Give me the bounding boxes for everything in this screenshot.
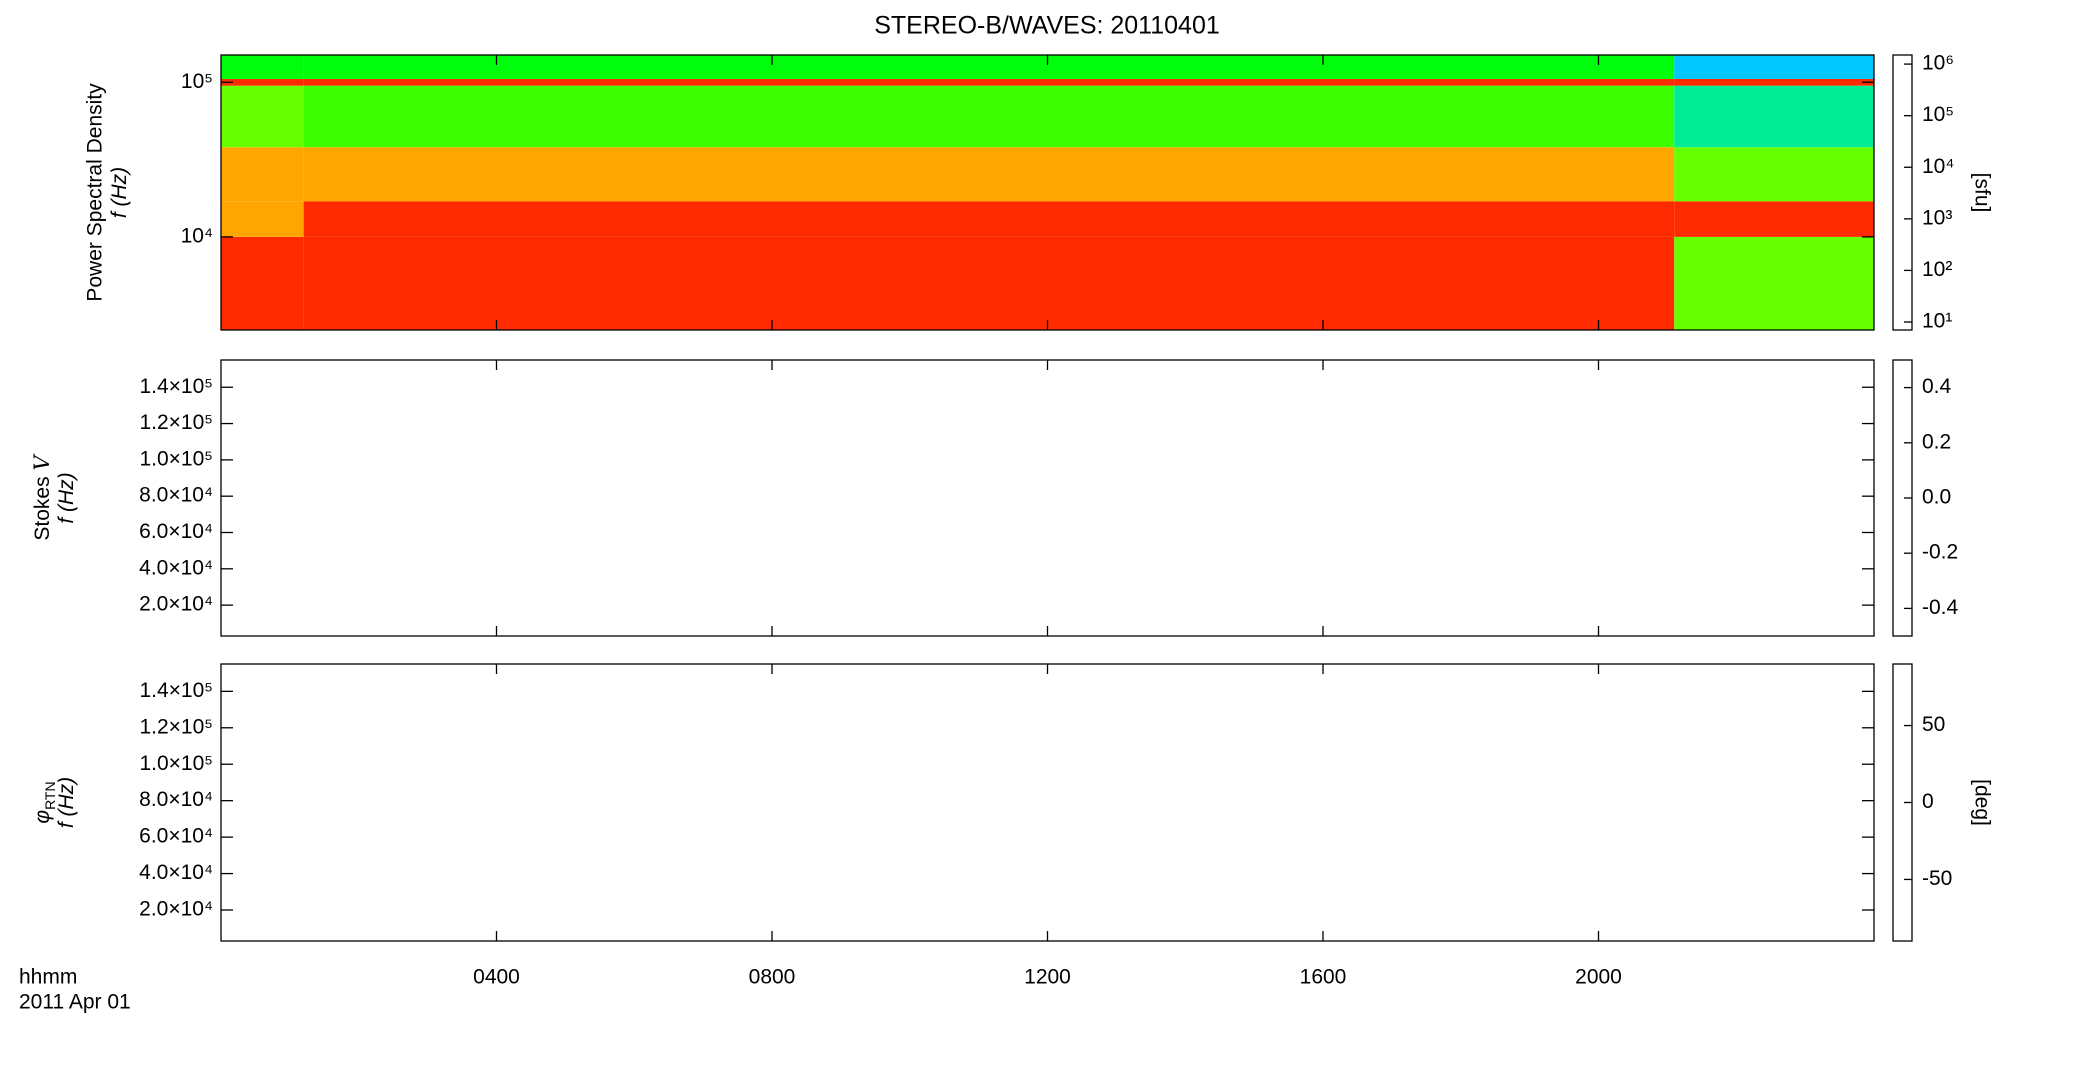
y-tick-label: 4.0×10⁴ (139, 861, 213, 884)
heatmap-cell (221, 85, 304, 148)
heatmap-cell (303, 201, 1675, 237)
heatmap-cell (221, 201, 304, 237)
heatmap-cell (303, 85, 1675, 148)
heatmap-cell (1674, 147, 1874, 202)
y-tick-label: 1.2×10⁵ (139, 411, 213, 434)
y-tick-label: 8.0×10⁴ (139, 788, 213, 811)
colorbar-tick-label: 10⁶ (1922, 52, 1954, 75)
y-tick-label: 6.0×10⁴ (139, 520, 213, 543)
y-axis-label: f (Hz) (55, 472, 78, 523)
colorbar-tick-label: -50 (1922, 867, 1952, 890)
y-axis-label-part: f (Hz) (108, 167, 131, 218)
colorbar-tick-label: 0.4 (1922, 375, 1952, 398)
heatmap-cell (303, 236, 1675, 330)
x-tick-label: 1200 (1024, 966, 1071, 989)
heatmap-cell (303, 78, 1675, 86)
plot-frame (220, 663, 1875, 942)
y-axis-label-text: Stokes (31, 471, 54, 541)
heatmap-cell (1674, 201, 1874, 237)
y-axis-label: f (Hz) (108, 167, 131, 218)
colorbar-tick-label: 0 (1922, 790, 1934, 813)
y-tick-label: 10⁴ (181, 224, 213, 247)
y-tick-label: 1.4×10⁵ (139, 679, 213, 702)
colorbar-tick-label: 10¹ (1922, 310, 1952, 333)
colorbar-tick-label: -0.4 (1922, 596, 1959, 619)
y-axis-label-symbol: V (30, 454, 54, 471)
heatmap-cell (221, 236, 304, 330)
colorbar-tick-label: 10³ (1922, 206, 1952, 229)
y-tick-label: 1.0×10⁵ (139, 447, 213, 470)
y-tick-label: 2.0×10⁴ (139, 593, 213, 616)
x-tick-label: 0400 (473, 966, 520, 989)
colorbar-tick-label: -0.2 (1922, 541, 1958, 564)
plot-frame (220, 359, 1875, 637)
heatmap-cell (1674, 78, 1874, 86)
colorbar-label: [sfu] (1970, 173, 1993, 213)
x-tick-label: 0800 (749, 966, 796, 989)
chart-title: STEREO-B/WAVES: 20110401 (874, 12, 1220, 40)
colorbar-label: [deg] (1970, 779, 1993, 826)
heatmap-cell (303, 147, 1675, 202)
x-axis-label: hhmm (19, 966, 77, 989)
y-tick-label: 1.4×10⁵ (139, 375, 213, 398)
y-tick-label: 1.0×10⁵ (139, 752, 213, 775)
colorbar (1892, 54, 1913, 331)
colorbar-tick-label: 10⁵ (1922, 103, 1954, 126)
heatmap-cell (221, 55, 304, 79)
y-axis-label-sub: RTN (42, 781, 58, 810)
y-tick-label: 10⁵ (181, 70, 213, 93)
y-axis-label-text: φ (31, 810, 54, 824)
x-tick-label: 1600 (1300, 966, 1347, 989)
heatmap-cell (1674, 55, 1874, 79)
heatmap-cell (221, 147, 304, 202)
colorbar-tick-label: 10² (1922, 258, 1952, 281)
y-axis-label-part: f (Hz) (55, 472, 78, 523)
y-tick-label: 8.0×10⁴ (139, 484, 213, 507)
y-tick-label: 6.0×10⁴ (139, 825, 213, 848)
y-axis-label: Power Spectral Density (84, 83, 107, 302)
heatmap-cell (303, 55, 1675, 79)
x-tick-label: 2000 (1575, 966, 1622, 989)
heatmap-cell (221, 78, 304, 86)
heatmap-cell (1674, 85, 1874, 148)
date-label: 2011 Apr 01 (19, 991, 131, 1014)
colorbar-tick-label: 50 (1922, 713, 1945, 736)
y-axis-label: φRTN (31, 781, 58, 823)
y-axis-label: Stokes V (30, 454, 54, 541)
y-axis-label-part: f (Hz) (55, 777, 78, 828)
y-axis-label: f (Hz) (55, 777, 78, 828)
y-tick-label: 2.0×10⁴ (139, 898, 213, 921)
colorbar-tick-label: 0.0 (1922, 486, 1951, 509)
y-tick-label: 1.2×10⁵ (139, 715, 213, 738)
y-tick-label: 4.0×10⁴ (139, 556, 213, 579)
heatmap-cell (1674, 236, 1874, 330)
colorbar-tick-label: 10⁴ (1922, 155, 1954, 178)
colorbar-tick-label: 0.2 (1922, 430, 1951, 453)
